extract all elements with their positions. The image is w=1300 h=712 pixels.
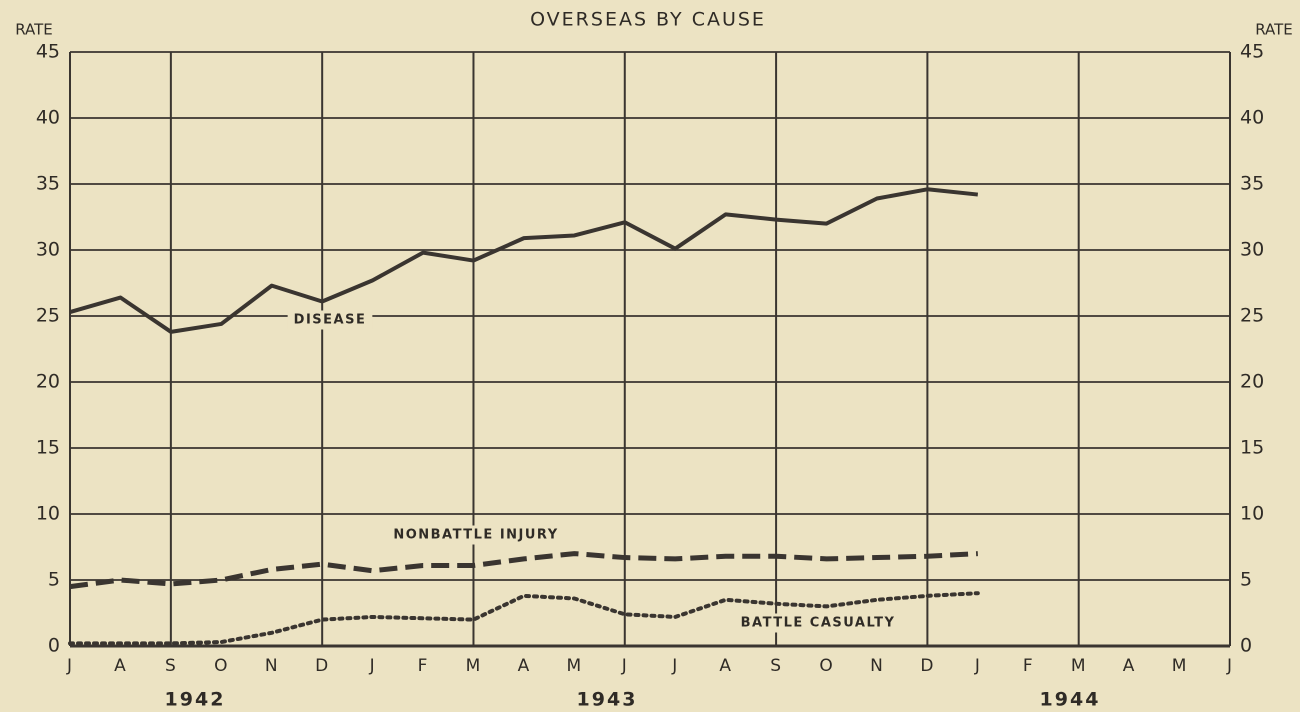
year-label: 1943 (577, 689, 638, 711)
series-label: BATTLE CASUALTY (741, 616, 896, 631)
x-tick-label: J (974, 656, 981, 676)
series-label: DISEASE (294, 313, 367, 328)
y2-tick-label: 5 (1240, 569, 1252, 591)
x-tick-label: S (770, 656, 782, 676)
x-tick-label: J (369, 656, 376, 676)
y2-tick-label: 30 (1240, 239, 1264, 261)
y2-tick-label: 25 (1240, 305, 1264, 327)
y-tick-label: 25 (36, 305, 60, 327)
y-tick-label: 35 (36, 173, 60, 195)
series-label-bg (387, 525, 565, 545)
x-tick-label: F (418, 656, 429, 676)
y-tick-label: 40 (36, 107, 60, 129)
y-tick-label: 30 (36, 239, 60, 261)
series-line (69, 187, 979, 334)
x-tick-label: M (466, 656, 482, 676)
y2-tick-label: 45 (1240, 41, 1264, 63)
year-label: 1944 (1040, 689, 1101, 711)
y2-axis-label: RATE (1255, 21, 1293, 39)
y-tick-label: 5 (48, 569, 60, 591)
y-tick-label: 10 (36, 503, 60, 525)
series-label: NONBATTLE INJURY (393, 528, 558, 543)
series-label-bg (287, 310, 373, 330)
y2-tick-label: 10 (1240, 503, 1264, 525)
y-tick-label: 20 (36, 371, 60, 393)
y2-tick-label: 15 (1240, 437, 1264, 459)
x-tick-label: N (870, 656, 884, 676)
series-line (68, 591, 980, 646)
x-tick-label: S (165, 656, 177, 676)
x-tick-label: J (1226, 656, 1233, 676)
y-axis-label: RATE (15, 21, 53, 39)
x-tick-label: M (567, 656, 583, 676)
x-tick-label: D (920, 656, 934, 676)
x-tick-label: J (671, 656, 678, 676)
x-tick-label: O (819, 656, 833, 676)
x-tick-label: D (315, 656, 329, 676)
x-tick-label: M (1172, 656, 1188, 676)
x-tick-label: J (621, 656, 628, 676)
x-tick-label: J (66, 656, 73, 676)
x-tick-label: O (214, 656, 228, 676)
x-tick-label: A (719, 656, 732, 676)
chart-title: OVERSEAS BY CAUSE (530, 9, 766, 31)
y2-tick-label: 40 (1240, 107, 1264, 129)
year-label: 1942 (165, 689, 226, 711)
y-tick-label: 0 (48, 635, 60, 657)
y-tick-label: 15 (36, 437, 60, 459)
x-tick-label: F (1023, 656, 1034, 676)
x-tick-label: A (518, 656, 531, 676)
x-tick-label: A (1123, 656, 1136, 676)
x-tick-label: M (1071, 656, 1087, 676)
series-label-bg (734, 613, 902, 633)
y2-tick-label: 35 (1240, 173, 1264, 195)
y2-tick-label: 20 (1240, 371, 1264, 393)
y2-tick-label: 0 (1240, 635, 1252, 657)
x-tick-label: A (114, 656, 127, 676)
y-tick-label: 45 (36, 41, 60, 63)
series-line (69, 551, 978, 590)
x-tick-label: N (265, 656, 279, 676)
